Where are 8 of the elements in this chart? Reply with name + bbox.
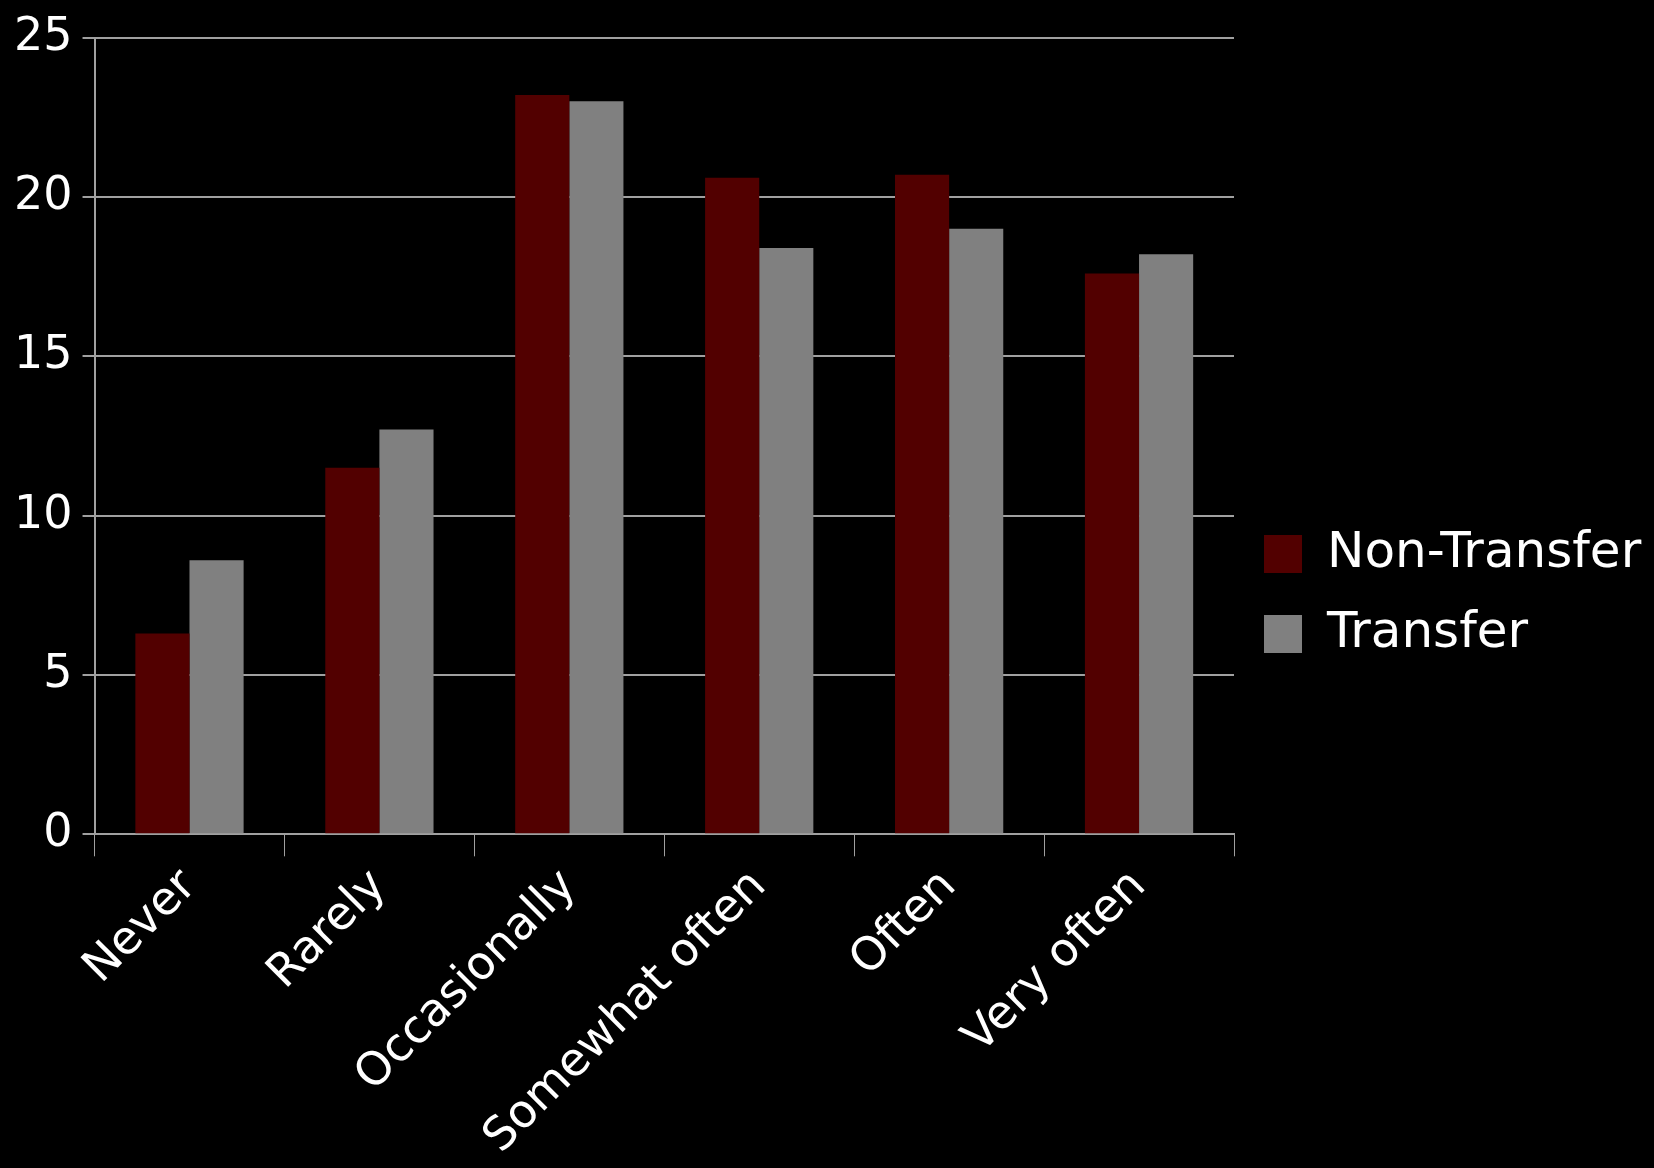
legend-label: Non-Transfer xyxy=(1327,520,1642,579)
y-tick-label: 20 xyxy=(13,165,73,220)
y-tick-label: 15 xyxy=(13,325,73,380)
y-tick-label: 5 xyxy=(43,643,73,698)
y-tick-label: 0 xyxy=(43,803,73,858)
y-tick-label: 10 xyxy=(13,484,73,539)
y-tick-label: 25 xyxy=(13,6,73,61)
legend-label: Transfer xyxy=(1326,600,1529,659)
